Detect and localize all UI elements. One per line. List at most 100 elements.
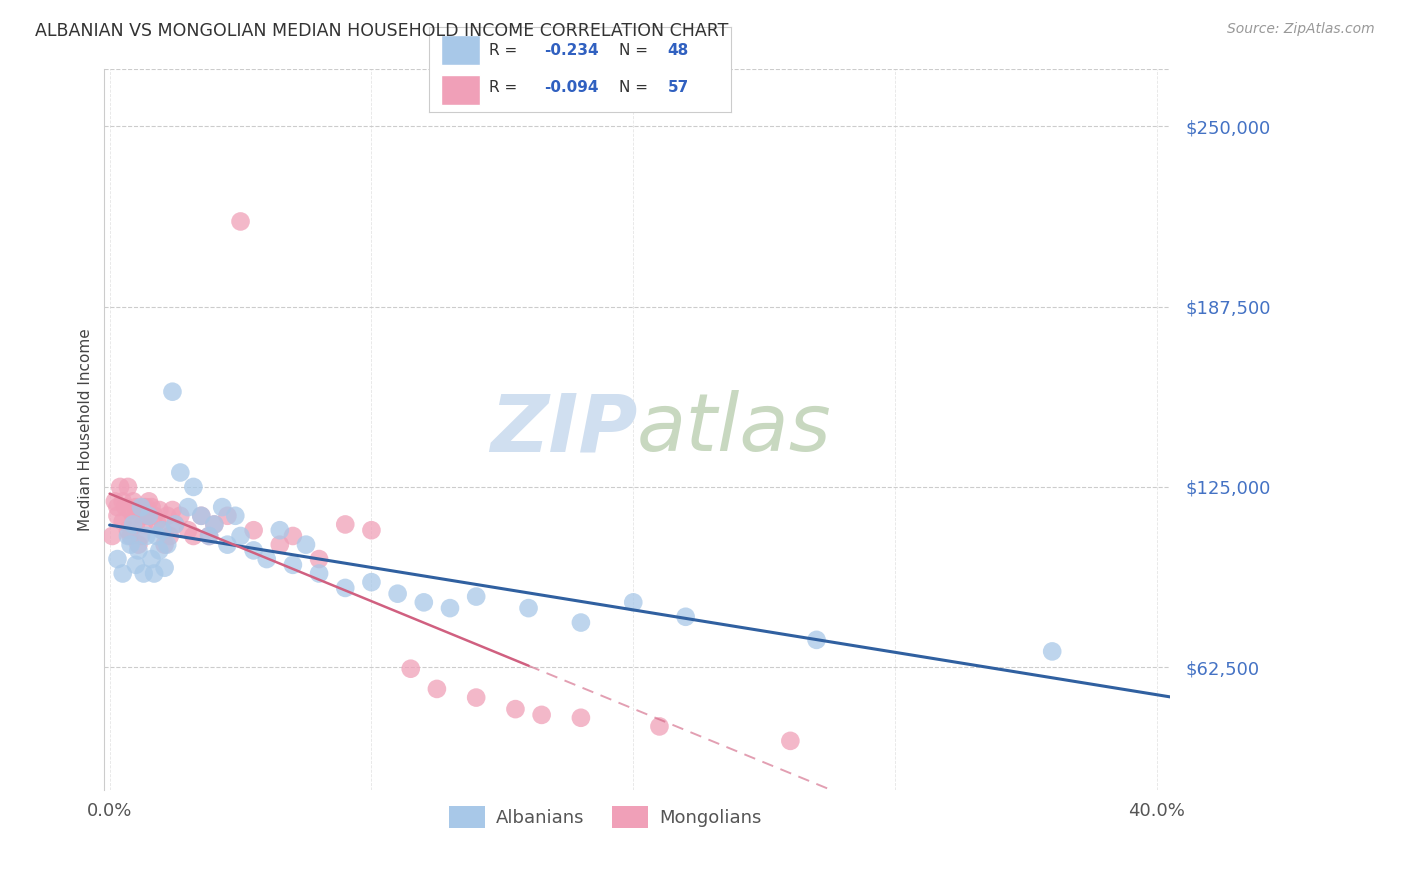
Point <box>107 552 129 566</box>
Point <box>183 529 205 543</box>
Point <box>138 508 160 523</box>
Point <box>135 508 157 523</box>
Point <box>148 503 170 517</box>
Point <box>145 529 167 543</box>
Point <box>122 494 145 508</box>
Text: ALBANIAN VS MONGOLIAN MEDIAN HOUSEHOLD INCOME CORRELATION CHART: ALBANIAN VS MONGOLIAN MEDIAN HOUSEHOLD I… <box>35 22 728 40</box>
Point <box>162 384 184 399</box>
Point <box>108 480 131 494</box>
Point <box>132 517 155 532</box>
Point <box>256 552 278 566</box>
Point <box>242 543 264 558</box>
Point <box>117 529 139 543</box>
Point <box>129 508 152 523</box>
Point <box>141 500 163 515</box>
Point <box>111 494 134 508</box>
Point <box>806 632 828 647</box>
Point <box>127 538 149 552</box>
Point <box>217 538 239 552</box>
Point <box>169 466 191 480</box>
Point <box>122 508 145 523</box>
Point <box>143 508 166 523</box>
Point <box>308 566 330 581</box>
Point <box>156 538 179 552</box>
Point <box>169 508 191 523</box>
Point <box>465 690 488 705</box>
Point <box>111 566 134 581</box>
Point <box>648 719 671 733</box>
Text: Source: ZipAtlas.com: Source: ZipAtlas.com <box>1227 22 1375 37</box>
Text: 57: 57 <box>668 80 689 95</box>
Point <box>399 662 422 676</box>
Point <box>127 543 149 558</box>
Point <box>211 500 233 515</box>
Point <box>117 523 139 537</box>
Point <box>202 517 225 532</box>
Point <box>242 523 264 537</box>
Point <box>426 681 449 696</box>
Point <box>138 494 160 508</box>
Point <box>135 529 157 543</box>
Point <box>1040 644 1063 658</box>
Text: -0.234: -0.234 <box>544 43 599 58</box>
Point <box>156 508 179 523</box>
Text: R =: R = <box>489 43 523 58</box>
Point <box>125 500 148 515</box>
Point <box>530 707 553 722</box>
Point <box>621 595 644 609</box>
Point <box>120 529 142 543</box>
Point <box>281 558 304 572</box>
Point <box>281 529 304 543</box>
Point <box>145 515 167 529</box>
FancyBboxPatch shape <box>441 75 481 104</box>
Point <box>217 508 239 523</box>
Point <box>202 517 225 532</box>
Point <box>153 538 176 552</box>
Point <box>675 609 697 624</box>
Point <box>107 500 129 515</box>
Point <box>190 508 212 523</box>
Point <box>505 702 527 716</box>
Point <box>517 601 540 615</box>
Point <box>335 517 357 532</box>
Point <box>229 529 252 543</box>
Point <box>224 508 246 523</box>
Point <box>129 500 152 515</box>
Point <box>335 581 357 595</box>
Point <box>387 587 409 601</box>
Point <box>120 538 142 552</box>
Point <box>165 517 187 532</box>
Point <box>125 517 148 532</box>
Point <box>125 558 148 572</box>
Point <box>120 503 142 517</box>
Point <box>569 615 592 630</box>
Text: N =: N = <box>619 80 654 95</box>
Point <box>412 595 434 609</box>
FancyBboxPatch shape <box>441 36 481 65</box>
Point <box>308 552 330 566</box>
Point <box>141 552 163 566</box>
Text: ZIP: ZIP <box>489 390 637 468</box>
Point <box>439 601 461 615</box>
Text: N =: N = <box>619 43 654 58</box>
Point <box>132 566 155 581</box>
Y-axis label: Median Household Income: Median Household Income <box>79 328 93 531</box>
Point <box>779 734 801 748</box>
Point <box>569 711 592 725</box>
Point <box>104 494 127 508</box>
Point <box>114 500 136 515</box>
Text: 48: 48 <box>668 43 689 58</box>
Point <box>295 538 318 552</box>
Point <box>138 508 160 523</box>
Point <box>177 523 200 537</box>
Point <box>165 517 187 532</box>
Point <box>143 566 166 581</box>
Text: -0.094: -0.094 <box>544 80 598 95</box>
Point <box>117 480 139 494</box>
Point <box>111 515 134 529</box>
Point <box>269 523 291 537</box>
Point <box>148 543 170 558</box>
Point <box>198 529 221 543</box>
Point <box>229 214 252 228</box>
Point <box>150 523 173 537</box>
